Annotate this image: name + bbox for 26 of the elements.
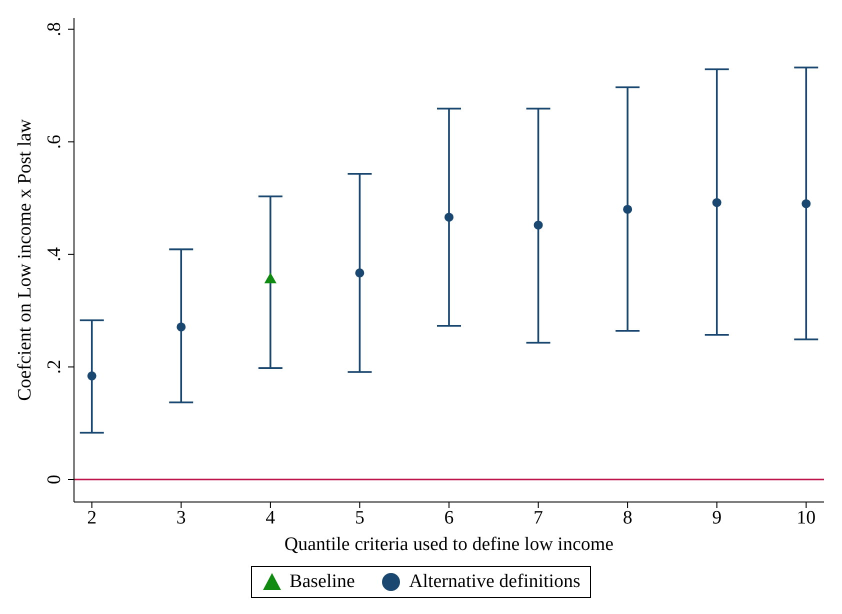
point [176,322,186,332]
x-tick-label: 2 [87,507,97,528]
point [802,199,811,208]
legend-label: Alternative definitions [408,571,580,593]
y-tick-label: .6 [44,134,65,149]
point [87,371,96,380]
x-tick-label: 8 [622,507,632,528]
x-tick-label: 10 [796,507,816,528]
legend-label: Baseline [288,571,355,593]
x-tick-label: 4 [266,507,276,528]
x-tick-label: 5 [354,507,364,528]
y-tick-label: .8 [44,22,65,36]
y-tick-label: 0 [44,474,65,484]
point [444,212,454,222]
point [534,220,543,230]
x-tick-label: 6 [444,507,454,528]
point [712,198,722,208]
point [355,268,364,278]
point [623,204,632,214]
y-tick-label: .4 [44,246,65,262]
x-axis-title: Quantile criteria used to define low income [284,534,614,555]
x-tick-label: 7 [534,507,544,528]
x-tick-label: 9 [712,507,722,528]
x-tick-label: 3 [176,507,186,528]
y-tick-label: .2 [44,360,65,374]
y-axis-title: Coefcient on Low income x Post law [14,118,36,401]
